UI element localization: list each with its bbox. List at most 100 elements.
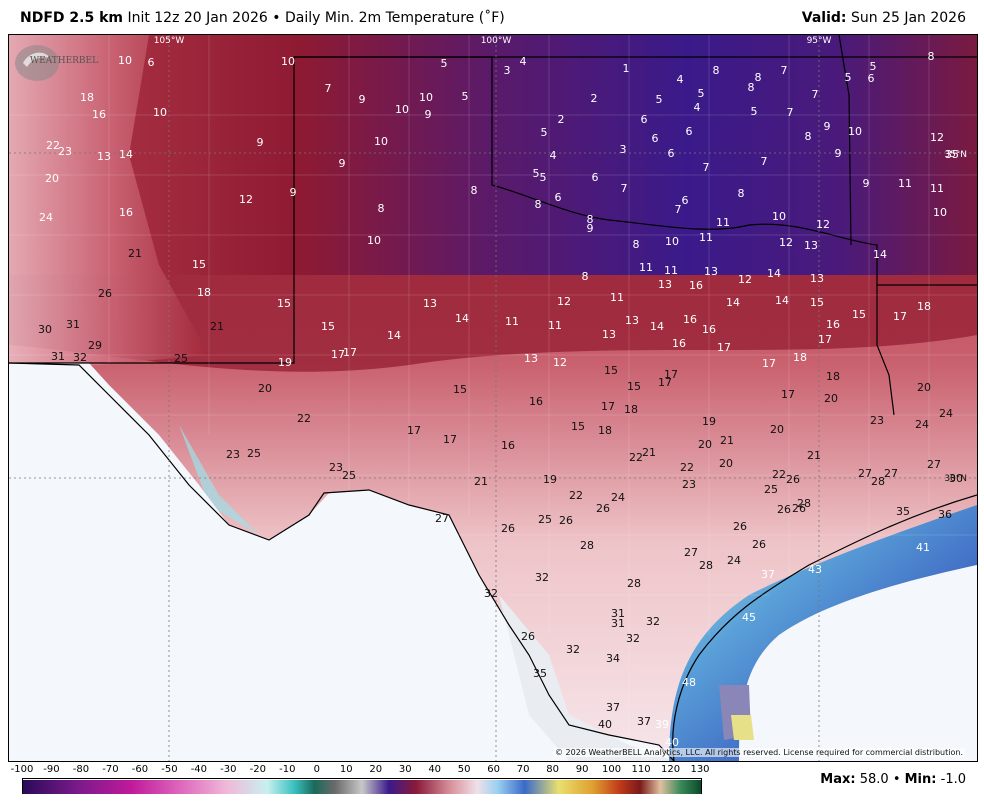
- temperature-value: 21: [720, 434, 734, 447]
- colorbar-tick: -80: [72, 764, 90, 775]
- temperature-value: 18: [917, 300, 931, 313]
- temperature-value: 21: [128, 247, 142, 260]
- temperature-value: 4: [694, 101, 701, 114]
- temperature-value: 9: [339, 157, 346, 170]
- temperature-value: 18: [793, 351, 807, 364]
- temperature-value: 17: [893, 310, 907, 323]
- temperature-value: 15: [852, 308, 866, 321]
- colorbar-tick: 80: [546, 764, 559, 775]
- colorbar-tick: 20: [369, 764, 383, 775]
- temperature-value: 32: [646, 615, 660, 628]
- temperature-value: 41: [916, 541, 930, 554]
- longitude-label: 100°W: [481, 36, 512, 46]
- temperature-value: 15: [571, 420, 585, 433]
- temperature-value: 22: [772, 468, 786, 481]
- temperature-value: 11: [548, 319, 562, 332]
- temperature-value: 15: [604, 364, 618, 377]
- temperature-value: 13: [97, 150, 111, 163]
- temperature-value: 6: [555, 191, 562, 204]
- temperature-value: 25: [764, 483, 778, 496]
- longitude-label: 105°W: [154, 36, 185, 46]
- temperature-value: 21: [807, 449, 821, 462]
- temperature-value: 24: [727, 554, 741, 567]
- temperature-value: 8: [805, 130, 812, 143]
- temperature-value: 7: [703, 161, 710, 174]
- temperature-value: 13: [704, 265, 718, 278]
- temperature-value: 11: [898, 177, 912, 190]
- temperature-value: 9: [290, 186, 297, 199]
- colorbar-tick: 30: [398, 764, 412, 775]
- temperature-value: 14: [726, 296, 740, 309]
- temperature-value: 20: [698, 438, 712, 451]
- temperature-value: 10: [281, 55, 295, 68]
- temperature-value: 6: [592, 171, 599, 184]
- temperature-value: 26: [777, 503, 791, 516]
- temperature-value: 5: [541, 126, 548, 139]
- map-header: NDFD 2.5 km Init 12z 20 Jan 2026 • Daily…: [0, 0, 984, 34]
- valid-date: Sun 25 Jan 2026: [850, 10, 966, 26]
- colorbar-tick: 40: [428, 764, 442, 775]
- temperature-value: 17: [658, 376, 672, 389]
- valid-label: Valid: [801, 10, 841, 26]
- map-title: NDFD 2.5 km Init 12z 20 Jan 2026 • Daily…: [20, 10, 505, 26]
- temperature-value: 12: [738, 273, 752, 286]
- temperature-value: 31: [611, 617, 625, 630]
- temperature-value: 40: [665, 736, 679, 749]
- model-name: NDFD 2.5 km: [20, 10, 123, 26]
- temperature-value: 12: [239, 193, 253, 206]
- temperature-value: 20: [719, 457, 733, 470]
- temperature-value: 8: [928, 50, 935, 63]
- temperature-value: 6: [668, 147, 675, 160]
- temperature-value: 26: [521, 630, 535, 643]
- temperature-map[interactable]: 105°W 100°W 95°W 35°N 30°N 10 6 10 5 3 4 1 4 8 8 7 8 5 5 6…: [8, 34, 978, 762]
- temperature-value: 13: [625, 314, 639, 327]
- max-value: 58.0: [859, 772, 889, 787]
- temperature-value: 10: [374, 135, 388, 148]
- temperature-value: 9: [824, 120, 831, 133]
- temperature-value: 25: [538, 513, 552, 526]
- colorbar-tick: 120: [660, 764, 681, 775]
- temperature-value: 6: [868, 72, 875, 85]
- colorbar-tick: -90: [43, 764, 60, 775]
- temperature-value: 19: [278, 356, 292, 369]
- temperature-value: 40: [598, 718, 612, 731]
- temperature-value: 20: [258, 382, 272, 395]
- temperature-value: 10: [367, 234, 381, 247]
- temperature-value: 8: [713, 64, 720, 77]
- latitude-label: 35°N: [944, 150, 967, 160]
- colorbar-tick: 90: [575, 764, 589, 775]
- temperature-value: 6: [652, 132, 659, 145]
- temperature-value: 32: [535, 571, 549, 584]
- temperature-value: 15: [627, 380, 641, 393]
- temperature-value: 25: [342, 469, 356, 482]
- temperature-value: 17: [601, 400, 615, 413]
- longitude-labels: 105°W 100°W 95°W 35°N 30°N: [154, 36, 967, 484]
- temperature-value: 6: [686, 125, 693, 138]
- stats-separator: •: [892, 772, 901, 787]
- temperature-value: 28: [627, 577, 641, 590]
- temperature-value: 28: [797, 497, 811, 510]
- temperature-value: 17: [343, 346, 357, 359]
- temperature-value: 32: [566, 643, 580, 656]
- temperature-value: 26: [559, 514, 573, 527]
- temperature-value: 13: [524, 352, 538, 365]
- temperature-value: 20: [45, 172, 59, 185]
- colorbar-tick: -20: [249, 764, 266, 775]
- temperature-value: 10: [419, 91, 433, 104]
- temperature-value: 18: [826, 370, 840, 383]
- temperature-value: 37: [606, 701, 620, 714]
- colorbar-tick: -30: [220, 764, 237, 775]
- temperature-value: 15: [453, 383, 467, 396]
- temperature-value: 15: [192, 258, 206, 271]
- temperature-value: 2: [558, 113, 565, 126]
- colorbar-tick: 130: [690, 764, 710, 775]
- temperature-value: 27: [858, 467, 872, 480]
- temperature-value: 28: [580, 539, 594, 552]
- temperature-value: 7: [761, 155, 768, 168]
- temperature-value: 3: [620, 143, 627, 156]
- temperature-value: 9: [587, 222, 594, 235]
- temperature-value: 11: [639, 261, 653, 274]
- temperature-value: 10: [933, 206, 947, 219]
- temperature-value: 8: [738, 187, 745, 200]
- mexico-region: [9, 363, 674, 761]
